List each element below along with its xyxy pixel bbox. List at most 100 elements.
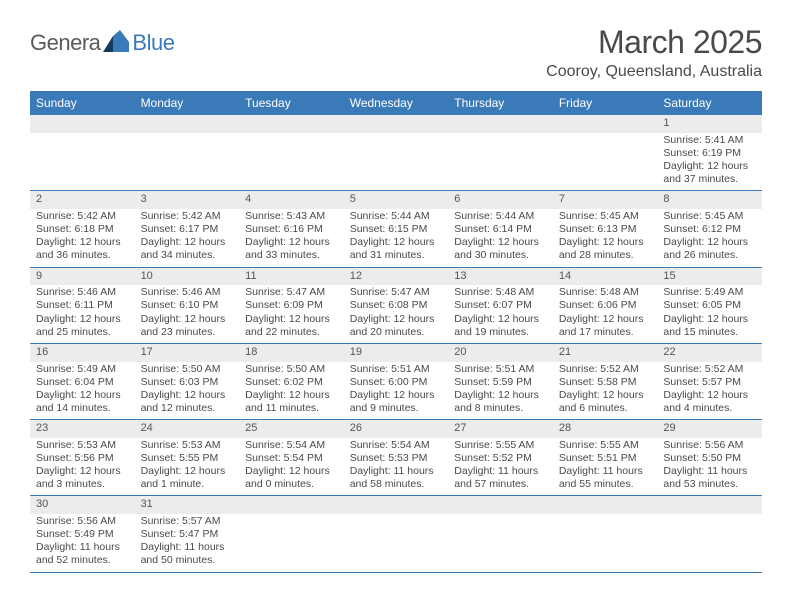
day-cell: 23Sunrise: 5:53 AMSunset: 5:56 PMDayligh… <box>30 420 135 495</box>
day-body: Sunrise: 5:54 AMSunset: 5:54 PMDaylight:… <box>239 438 344 496</box>
day-cell <box>448 115 553 190</box>
sunset-text: Sunset: 5:58 PM <box>559 376 652 389</box>
day-body <box>239 514 344 569</box>
logo-text-part1: Genera <box>30 30 100 56</box>
day-body: Sunrise: 5:49 AMSunset: 6:04 PMDaylight:… <box>30 362 135 420</box>
sunrise-text: Sunrise: 5:42 AM <box>141 210 234 223</box>
day-body <box>239 133 344 188</box>
day-cell: 1Sunrise: 5:41 AMSunset: 6:19 PMDaylight… <box>657 115 762 190</box>
day-body: Sunrise: 5:45 AMSunset: 6:12 PMDaylight:… <box>657 209 762 267</box>
day-cell <box>30 115 135 190</box>
daylight-text: Daylight: 12 hours and 11 minutes. <box>245 389 338 415</box>
sunrise-text: Sunrise: 5:46 AM <box>36 286 129 299</box>
day-cell: 14Sunrise: 5:48 AMSunset: 6:06 PMDayligh… <box>553 268 658 343</box>
sunset-text: Sunset: 6:15 PM <box>350 223 443 236</box>
day-number: 1 <box>657 115 762 133</box>
day-number: 15 <box>657 268 762 286</box>
day-body: Sunrise: 5:55 AMSunset: 5:51 PMDaylight:… <box>553 438 658 496</box>
sunset-text: Sunset: 6:02 PM <box>245 376 338 389</box>
day-body: Sunrise: 5:41 AMSunset: 6:19 PMDaylight:… <box>657 133 762 191</box>
day-cell: 10Sunrise: 5:46 AMSunset: 6:10 PMDayligh… <box>135 268 240 343</box>
day-number: 11 <box>239 268 344 286</box>
sunrise-text: Sunrise: 5:44 AM <box>454 210 547 223</box>
day-cell: 2Sunrise: 5:42 AMSunset: 6:18 PMDaylight… <box>30 191 135 266</box>
sunset-text: Sunset: 6:08 PM <box>350 299 443 312</box>
day-cell: 16Sunrise: 5:49 AMSunset: 6:04 PMDayligh… <box>30 344 135 419</box>
day-number <box>448 496 553 514</box>
day-number: 24 <box>135 420 240 438</box>
sunrise-text: Sunrise: 5:55 AM <box>559 439 652 452</box>
sunset-text: Sunset: 6:09 PM <box>245 299 338 312</box>
day-body: Sunrise: 5:48 AMSunset: 6:07 PMDaylight:… <box>448 285 553 343</box>
day-body: Sunrise: 5:48 AMSunset: 6:06 PMDaylight:… <box>553 285 658 343</box>
day-cell: 28Sunrise: 5:55 AMSunset: 5:51 PMDayligh… <box>553 420 658 495</box>
day-body <box>344 514 449 569</box>
daylight-text: Daylight: 12 hours and 37 minutes. <box>663 160 756 186</box>
day-cell: 20Sunrise: 5:51 AMSunset: 5:59 PMDayligh… <box>448 344 553 419</box>
sunset-text: Sunset: 6:18 PM <box>36 223 129 236</box>
sunrise-text: Sunrise: 5:43 AM <box>245 210 338 223</box>
sunrise-text: Sunrise: 5:56 AM <box>36 515 129 528</box>
day-number <box>135 115 240 133</box>
sunset-text: Sunset: 6:10 PM <box>141 299 234 312</box>
day-number: 30 <box>30 496 135 514</box>
sunrise-text: Sunrise: 5:56 AM <box>663 439 756 452</box>
day-cell: 18Sunrise: 5:50 AMSunset: 6:02 PMDayligh… <box>239 344 344 419</box>
day-body: Sunrise: 5:51 AMSunset: 6:00 PMDaylight:… <box>344 362 449 420</box>
daylight-text: Daylight: 12 hours and 3 minutes. <box>36 465 129 491</box>
day-number <box>239 496 344 514</box>
sunset-text: Sunset: 5:59 PM <box>454 376 547 389</box>
day-number: 22 <box>657 344 762 362</box>
day-cell: 5Sunrise: 5:44 AMSunset: 6:15 PMDaylight… <box>344 191 449 266</box>
sunrise-text: Sunrise: 5:57 AM <box>141 515 234 528</box>
sunset-text: Sunset: 6:13 PM <box>559 223 652 236</box>
daylight-text: Daylight: 11 hours and 52 minutes. <box>36 541 129 567</box>
day-body: Sunrise: 5:53 AMSunset: 5:56 PMDaylight:… <box>30 438 135 496</box>
sunset-text: Sunset: 5:57 PM <box>663 376 756 389</box>
daylight-text: Daylight: 11 hours and 53 minutes. <box>663 465 756 491</box>
sunset-text: Sunset: 5:47 PM <box>141 528 234 541</box>
sunrise-text: Sunrise: 5:49 AM <box>663 286 756 299</box>
day-body: Sunrise: 5:51 AMSunset: 5:59 PMDaylight:… <box>448 362 553 420</box>
day-body: Sunrise: 5:53 AMSunset: 5:55 PMDaylight:… <box>135 438 240 496</box>
day-body <box>657 514 762 569</box>
day-body <box>135 133 240 188</box>
sunrise-text: Sunrise: 5:47 AM <box>245 286 338 299</box>
daylight-text: Daylight: 12 hours and 1 minute. <box>141 465 234 491</box>
sunset-text: Sunset: 5:53 PM <box>350 452 443 465</box>
sunset-text: Sunset: 6:03 PM <box>141 376 234 389</box>
sunrise-text: Sunrise: 5:51 AM <box>454 363 547 376</box>
week-row: 2Sunrise: 5:42 AMSunset: 6:18 PMDaylight… <box>30 191 762 267</box>
day-body: Sunrise: 5:45 AMSunset: 6:13 PMDaylight:… <box>553 209 658 267</box>
dow-wednesday: Wednesday <box>344 92 449 115</box>
day-cell: 7Sunrise: 5:45 AMSunset: 6:13 PMDaylight… <box>553 191 658 266</box>
daylight-text: Daylight: 12 hours and 26 minutes. <box>663 236 756 262</box>
sunset-text: Sunset: 6:07 PM <box>454 299 547 312</box>
logo: Genera Blue <box>30 30 174 56</box>
day-cell: 31Sunrise: 5:57 AMSunset: 5:47 PMDayligh… <box>135 496 240 571</box>
day-body <box>30 133 135 188</box>
calendar-body: 1Sunrise: 5:41 AMSunset: 6:19 PMDaylight… <box>30 115 762 573</box>
day-body: Sunrise: 5:42 AMSunset: 6:18 PMDaylight:… <box>30 209 135 267</box>
day-cell <box>239 115 344 190</box>
sunset-text: Sunset: 5:52 PM <box>454 452 547 465</box>
day-body: Sunrise: 5:52 AMSunset: 5:58 PMDaylight:… <box>553 362 658 420</box>
day-body: Sunrise: 5:56 AMSunset: 5:49 PMDaylight:… <box>30 514 135 572</box>
day-body: Sunrise: 5:42 AMSunset: 6:17 PMDaylight:… <box>135 209 240 267</box>
daylight-text: Daylight: 12 hours and 8 minutes. <box>454 389 547 415</box>
day-number <box>30 115 135 133</box>
week-row: 9Sunrise: 5:46 AMSunset: 6:11 PMDaylight… <box>30 268 762 344</box>
day-body: Sunrise: 5:50 AMSunset: 6:02 PMDaylight:… <box>239 362 344 420</box>
day-number: 25 <box>239 420 344 438</box>
daylight-text: Daylight: 12 hours and 6 minutes. <box>559 389 652 415</box>
day-cell: 17Sunrise: 5:50 AMSunset: 6:03 PMDayligh… <box>135 344 240 419</box>
sunrise-text: Sunrise: 5:42 AM <box>36 210 129 223</box>
dow-thursday: Thursday <box>448 92 553 115</box>
sunrise-text: Sunrise: 5:46 AM <box>141 286 234 299</box>
sunrise-text: Sunrise: 5:44 AM <box>350 210 443 223</box>
day-cell: 26Sunrise: 5:54 AMSunset: 5:53 PMDayligh… <box>344 420 449 495</box>
sunset-text: Sunset: 6:04 PM <box>36 376 129 389</box>
sunrise-text: Sunrise: 5:45 AM <box>663 210 756 223</box>
day-number <box>657 496 762 514</box>
day-cell: 24Sunrise: 5:53 AMSunset: 5:55 PMDayligh… <box>135 420 240 495</box>
